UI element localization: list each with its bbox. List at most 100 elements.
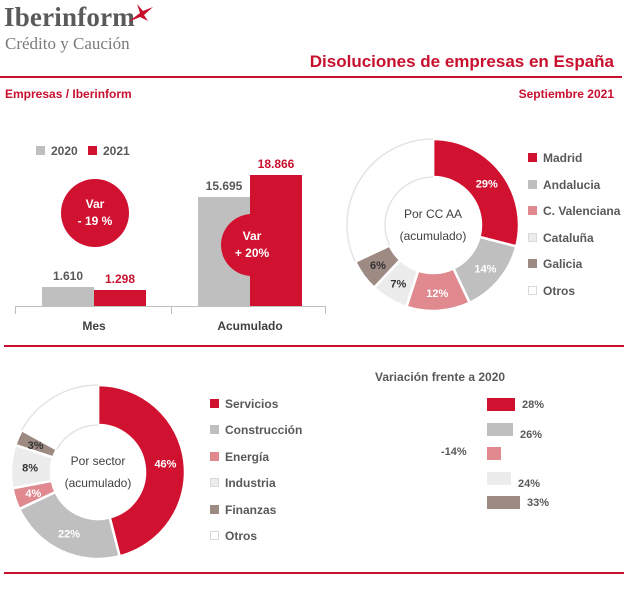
legend-swatch-2021: [88, 146, 97, 155]
slice-label: 22%: [58, 529, 80, 541]
legend-item-servicios: Servicios: [210, 397, 278, 411]
variation-bar-servicios: [487, 398, 515, 411]
slice-outline: [21, 384, 99, 431]
x-axis-line: [15, 306, 326, 307]
logo-wordmark: Iberinform: [4, 2, 135, 32]
slice-label: 12%: [426, 288, 448, 300]
source-label: Empresas / Iberinform: [5, 87, 132, 101]
variation-bar-construcci-n: [487, 422, 513, 436]
bar-value-label: 15.695: [205, 179, 243, 194]
variation-value-label: 24%: [518, 477, 541, 490]
variation-chart-title: Variación frente a 2020: [375, 370, 506, 384]
legend-swatch: [528, 179, 537, 189]
donut-ccaa: 29% 14% 12% 7% 6%: [345, 137, 521, 313]
slice-madrid: [431, 137, 521, 248]
variation-bar-finanzas: [487, 496, 520, 509]
slice-outline: [56, 424, 99, 450]
legend-swatch: [210, 478, 219, 488]
legend-item-finanzas: Finanzas: [210, 503, 276, 517]
slice-outline: [384, 176, 434, 246]
footer-divider: [4, 572, 624, 574]
logo-tagline: Crédito y Caución: [5, 34, 130, 53]
legend-label: Otros: [543, 284, 576, 298]
slice-label: 14%: [474, 263, 496, 275]
legend-2020-label: 2020: [51, 144, 78, 158]
variation-value-label: 26%: [520, 428, 543, 441]
variation-bar-energ-a: [487, 447, 501, 460]
legend-item-otros: Otros: [528, 284, 575, 298]
donut-sector-center-label: Por sector (acumulado): [38, 450, 158, 494]
legend-label: Otros: [225, 529, 258, 543]
x-axis-tick: [171, 306, 172, 314]
logo-bird-icon: [128, 4, 153, 22]
legend-label: Cataluña: [543, 230, 594, 245]
legend-item-construcci-n: Construcción: [210, 423, 302, 437]
variation-value-label: 28%: [522, 399, 545, 411]
slice-label: 46%: [154, 458, 176, 470]
legend-swatch: [528, 206, 537, 216]
donut-sector: 46% 22% 4% 8% 3%: [9, 383, 187, 561]
legend-item-galicia: Galicia: [528, 257, 582, 271]
legend-swatch: [528, 153, 537, 162]
legend-swatch: [210, 425, 219, 435]
legend-label: Servicios: [225, 397, 279, 411]
legend-2021-label: 2021: [103, 144, 130, 158]
legend-label: C. Valenciana: [543, 204, 621, 219]
legend-swatch: [210, 399, 219, 408]
page-title: Disoluciones de empresas en España: [309, 52, 614, 71]
legend-item-otros: Otros: [210, 529, 257, 543]
legend-item-c-valenciana: C. Valenciana: [528, 204, 620, 218]
slice-label: 7%: [390, 279, 406, 291]
bar-2020-mes: [42, 286, 94, 306]
legend-item-energ-a: Energía: [210, 450, 269, 464]
legend-swatch: [528, 286, 537, 295]
legend-item-madrid: Madrid: [528, 151, 582, 165]
slice-label: 8%: [22, 463, 38, 475]
legend-label: Madrid: [543, 151, 583, 165]
variation-value-label: 33%: [527, 497, 550, 509]
legend-label: Energía: [225, 449, 270, 464]
legend-item-catalu-a: Cataluña: [528, 231, 594, 245]
slice-label: 4%: [25, 488, 41, 500]
donut-sector-center-line2: (acumulado): [64, 476, 132, 490]
legend-label: Industria: [225, 476, 276, 491]
legend-2021: 2021: [88, 144, 130, 158]
legend-swatch: [528, 259, 537, 269]
variation-badge-acumulado-line1: Var: [242, 229, 262, 243]
legend-item-industria: Industria: [210, 476, 276, 490]
legend-swatch: [210, 504, 219, 514]
slice-label: 6%: [370, 260, 386, 272]
slice-servicios: [96, 383, 187, 558]
legend-label: Construcción: [225, 423, 303, 438]
bar-value-label: 18.866: [257, 157, 295, 171]
donut-ccaa-center-line2: (acumulado): [399, 229, 467, 243]
legend-swatch: [210, 451, 219, 461]
variation-badge-mes-line2: - 19 %: [77, 214, 113, 228]
legend-item-andalucia: Andalucia: [528, 178, 600, 192]
donut-sector-center-line1: Por sector: [70, 454, 126, 468]
legend-label: Galicia: [543, 257, 583, 272]
legend-2020: 2020: [36, 144, 78, 158]
variation-value-label: -14%: [441, 446, 467, 458]
variation-bar-industria: [487, 471, 511, 485]
legend-swatch: [528, 232, 537, 242]
variation-badge-mes: Var - 19 %: [61, 179, 129, 247]
bar-2021-mes: [94, 290, 146, 306]
header-divider: [0, 76, 622, 78]
slice-label: 3%: [28, 440, 44, 452]
variation-badge-acumulado-line2: + 20%: [234, 246, 270, 260]
x-axis-tick: [15, 306, 16, 314]
donut-ccaa-center-line1: Por CC AA: [403, 207, 463, 221]
variation-badge-acumulado: Var + 20%: [221, 214, 283, 276]
variation-badge-mes-line1: Var: [85, 197, 105, 211]
section-divider: [4, 345, 624, 347]
date-label: Septiembre 2021: [518, 87, 614, 101]
legend-swatch: [210, 531, 219, 540]
category-label-acumulado: Acumulado: [217, 319, 283, 333]
slice-label: 29%: [476, 178, 498, 190]
slice-outline: [346, 138, 434, 262]
legend-label: Andalucia: [543, 177, 601, 192]
category-label-mes: Mes: [82, 319, 106, 333]
legend-swatch-2020: [36, 146, 45, 155]
bar-value-label: 1.298: [104, 272, 136, 287]
